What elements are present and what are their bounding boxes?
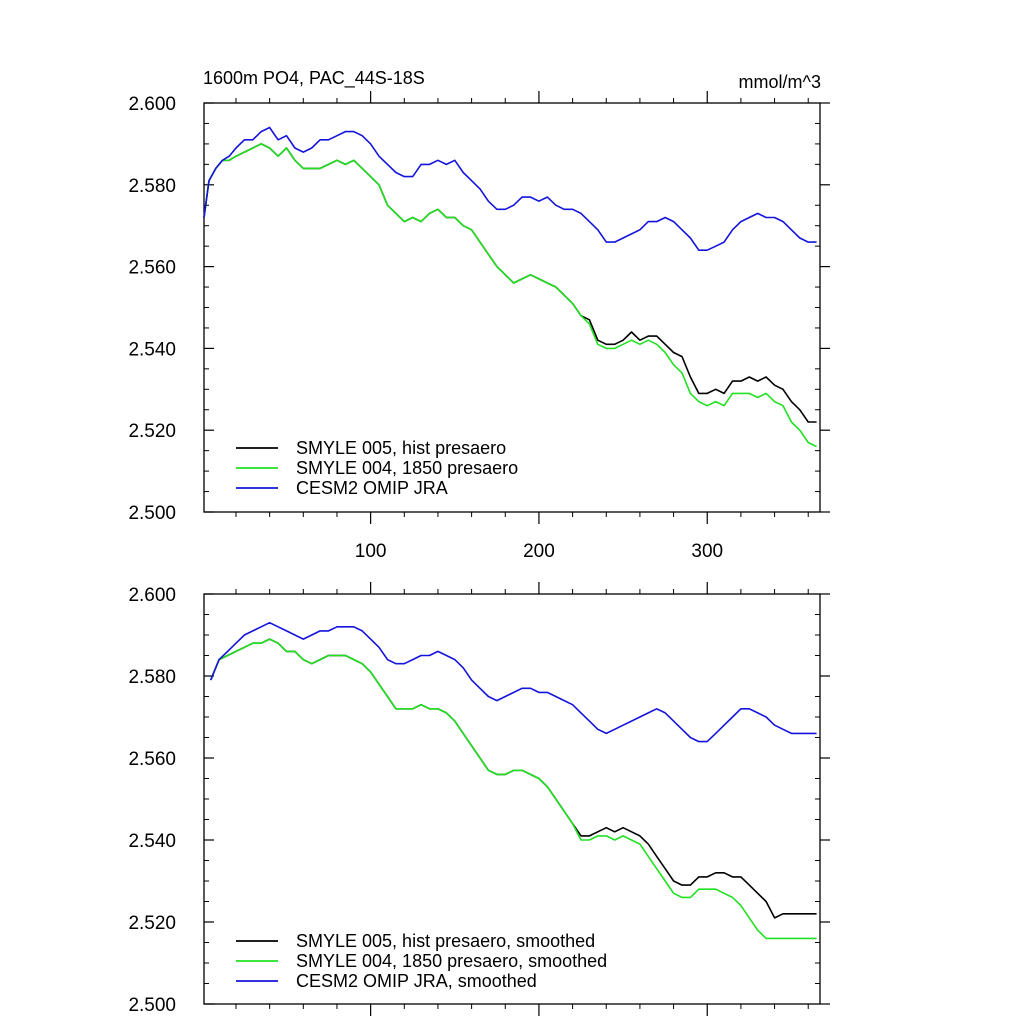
y-tick-label: 2.520 (128, 421, 176, 442)
y-tick-label: 2.520 (128, 913, 176, 934)
legend-label: SMYLE 004, 1850 presaero (296, 458, 518, 478)
x-tick-label: 100 (355, 541, 387, 562)
y-tick-label: 2.600 (128, 585, 176, 606)
y-tick-label: 2.560 (128, 749, 176, 770)
series-line-3 (203, 126, 817, 251)
bottom-panel: 2.500 2.520 2.540 2.560 2.580 2.600 SMYLE 005,… (128, 582, 830, 1016)
y-tick-label: 2.560 (128, 258, 176, 279)
units-label: mmol/m^3 (739, 72, 821, 92)
series-line-2 (209, 638, 817, 940)
y-tick-label: 2.580 (128, 176, 176, 197)
legend-label: SMYLE 004, 1850 presaero, smoothed (296, 951, 607, 971)
y-tick-label: 2.500 (128, 503, 176, 524)
legend-label: CESM2 OMIP JRA (296, 478, 448, 498)
series-line-2 (203, 143, 817, 448)
y-tick-label: 2.600 (128, 94, 176, 115)
top-panel: 2.500 2.520 2.540 2.560 2.580 2.600 100 200 300 S… (128, 91, 830, 562)
y-tick-label: 2.540 (128, 339, 176, 360)
series-line-3 (209, 621, 817, 743)
series-line-1 (209, 638, 817, 919)
x-tick-label: 200 (523, 541, 555, 562)
legend-label: SMYLE 005, hist presaero (296, 438, 506, 458)
legend-label: SMYLE 005, hist presaero, smoothed (296, 931, 595, 951)
chart-title: 1600m PO4, PAC_44S-18S (203, 68, 425, 89)
series-line-1 (203, 143, 817, 423)
y-tick-label: 2.580 (128, 667, 176, 688)
y-tick-label: 2.540 (128, 831, 176, 852)
legend-label: CESM2 OMIP JRA, smoothed (296, 971, 537, 991)
x-tick-label: 300 (691, 541, 723, 562)
y-tick-label: 2.500 (128, 995, 176, 1016)
